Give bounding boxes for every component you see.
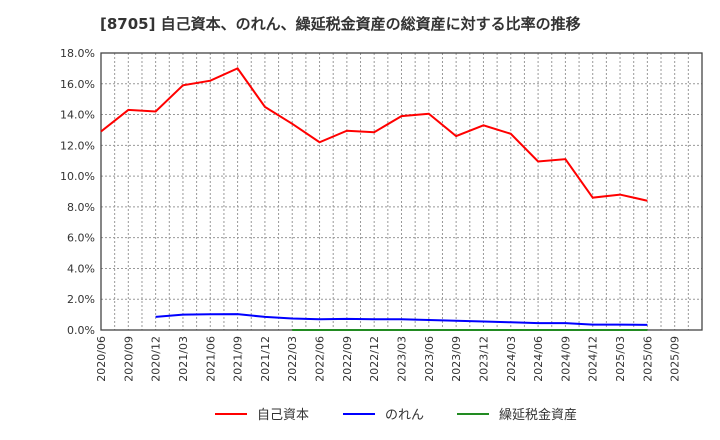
legend-label: 繰延税金資産 xyxy=(499,407,577,423)
x-tick-label: 2020/12 xyxy=(150,336,163,382)
x-tick-label: 2020/06 xyxy=(95,336,108,382)
x-tick-label: 2022/09 xyxy=(341,336,354,382)
y-tick-label: 2.0% xyxy=(67,293,95,306)
x-tick-label: 2024/06 xyxy=(532,336,545,382)
y-tick-label: 4.0% xyxy=(67,262,95,275)
x-tick-label: 2022/12 xyxy=(368,336,381,382)
x-tick-label: 2023/06 xyxy=(423,336,436,382)
y-tick-label: 18.0% xyxy=(60,47,95,60)
x-tick-label: 2025/06 xyxy=(641,336,654,382)
series-line xyxy=(155,313,648,326)
legend-label: 自己資本 xyxy=(257,408,309,423)
x-tick-label: 2025/09 xyxy=(669,336,682,382)
chart-title: [8705] 自己資本、のれん、繰延税金資産の総資産に対する比率の推移 xyxy=(100,15,581,33)
x-tick-label: 2023/12 xyxy=(477,336,490,382)
y-tick-label: 8.0% xyxy=(67,201,95,214)
x-tick-label: 2021/06 xyxy=(204,336,217,382)
y-tick-label: 6.0% xyxy=(67,232,95,245)
x-tick-label: 2024/03 xyxy=(505,336,518,382)
y-tick-label: 10.0% xyxy=(60,170,95,183)
x-tick-label: 2021/12 xyxy=(259,336,272,382)
y-tick-label: 12.0% xyxy=(60,139,95,152)
x-tick-label: 2020/09 xyxy=(122,336,135,382)
x-tick-label: 2024/09 xyxy=(559,336,572,382)
x-tick-label: 2022/03 xyxy=(286,336,299,382)
x-tick-label: 2021/09 xyxy=(232,336,245,382)
x-tick-label: 2023/09 xyxy=(450,336,463,382)
x-tick-label: 2023/03 xyxy=(396,336,409,382)
x-tick-label: 2025/03 xyxy=(614,336,627,382)
x-tick-label: 2022/06 xyxy=(314,336,327,382)
y-tick-label: 0.0% xyxy=(67,324,95,337)
y-tick-label: 14.0% xyxy=(60,109,95,122)
y-tick-label: 16.0% xyxy=(60,78,95,91)
legend-label: のれん xyxy=(385,408,424,423)
x-tick-label: 2021/03 xyxy=(177,336,190,382)
x-tick-label: 2024/12 xyxy=(587,336,600,382)
